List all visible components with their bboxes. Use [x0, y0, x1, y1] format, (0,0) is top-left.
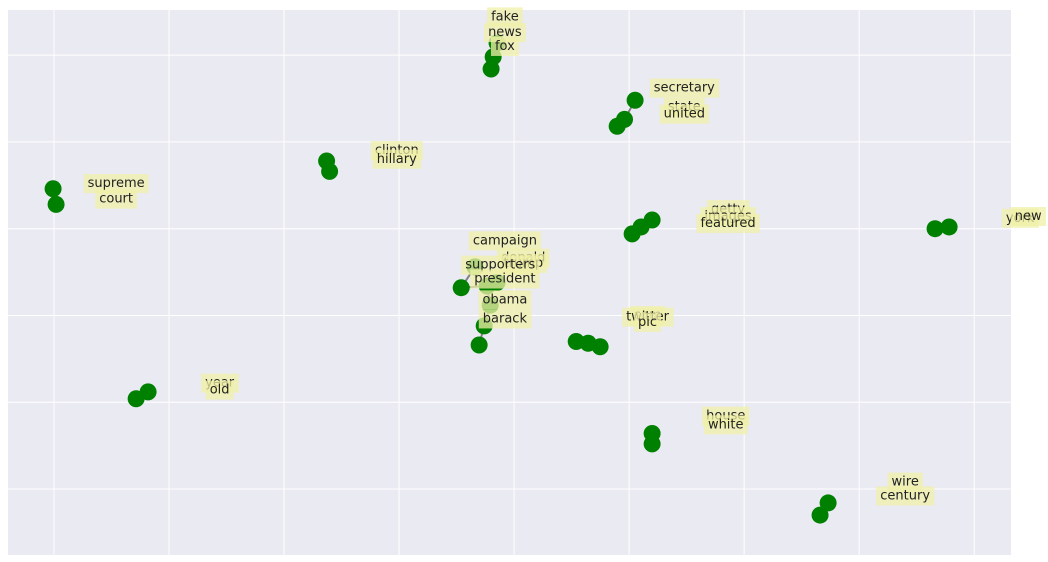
label-box [490, 36, 520, 56]
label-fake: fake [487, 7, 523, 27]
label-text: white [708, 417, 744, 432]
label-box [487, 7, 523, 27]
point-united [608, 117, 626, 135]
label-box [205, 380, 234, 400]
label-box [649, 78, 720, 98]
label-old: old [205, 380, 234, 400]
label-white: white [703, 415, 748, 435]
label-text: fox [495, 39, 515, 54]
point-white [643, 435, 661, 453]
label-supreme: supreme [83, 174, 149, 194]
point-fox [482, 60, 500, 78]
label-secretary: secretary [649, 78, 720, 98]
label-box [634, 312, 662, 332]
point-labels: fakenewsfoxsecretarystateunitedclintonhi… [83, 7, 1046, 506]
label-fox: fox [490, 36, 520, 56]
point-supporters [452, 279, 470, 297]
label-box [468, 231, 541, 251]
label-new: new [1010, 207, 1046, 227]
label-campaign: campaign [468, 231, 541, 251]
label-box [470, 269, 540, 289]
label-text: century [880, 488, 930, 503]
label-featured: featured [696, 213, 760, 233]
label-text: barack [483, 311, 528, 326]
label-text: hillary [377, 152, 417, 167]
label-text: supporters [465, 258, 535, 273]
label-obama: obama [478, 290, 532, 310]
label-box [478, 290, 532, 310]
label-box [659, 104, 710, 124]
label-pic: pic [634, 312, 662, 332]
label-barack: barack [478, 309, 532, 329]
label-box [478, 309, 532, 329]
point-hillary [321, 162, 339, 180]
label-text: obama [482, 292, 527, 307]
label-box [372, 149, 422, 169]
label-box [696, 213, 760, 233]
label-box [703, 415, 748, 435]
label-text: featured [700, 216, 755, 231]
label-text: wire [892, 475, 919, 490]
label-text: supreme [88, 176, 145, 191]
label-text: news [488, 25, 522, 40]
label-century: century [876, 486, 935, 506]
point-court [47, 195, 65, 213]
point-new [940, 218, 958, 236]
label-hillary: hillary [372, 149, 422, 169]
label-text: new [1015, 209, 1042, 224]
label-box [1010, 207, 1046, 227]
point-pic [591, 338, 609, 356]
point-old [127, 390, 145, 408]
point-secretary [626, 91, 644, 109]
label-box [876, 486, 935, 506]
label-text: secretary [654, 81, 715, 96]
label-text: pic [638, 315, 657, 330]
label-united: united [659, 104, 710, 124]
point-wire [819, 494, 837, 512]
point-barack [470, 336, 488, 354]
label-text: united [664, 107, 705, 122]
label-president: president [470, 269, 540, 289]
label-box [95, 189, 138, 209]
label-text: campaign [473, 233, 537, 248]
point-york [926, 220, 944, 238]
label-court: court [95, 189, 138, 209]
point-supreme [44, 180, 62, 198]
label-text: president [474, 272, 535, 287]
label-box [83, 174, 149, 194]
label-text: fake [491, 9, 519, 24]
point-century [811, 506, 829, 524]
label-text: court [99, 192, 133, 207]
label-text: old [210, 383, 230, 398]
point-featured [623, 225, 641, 243]
